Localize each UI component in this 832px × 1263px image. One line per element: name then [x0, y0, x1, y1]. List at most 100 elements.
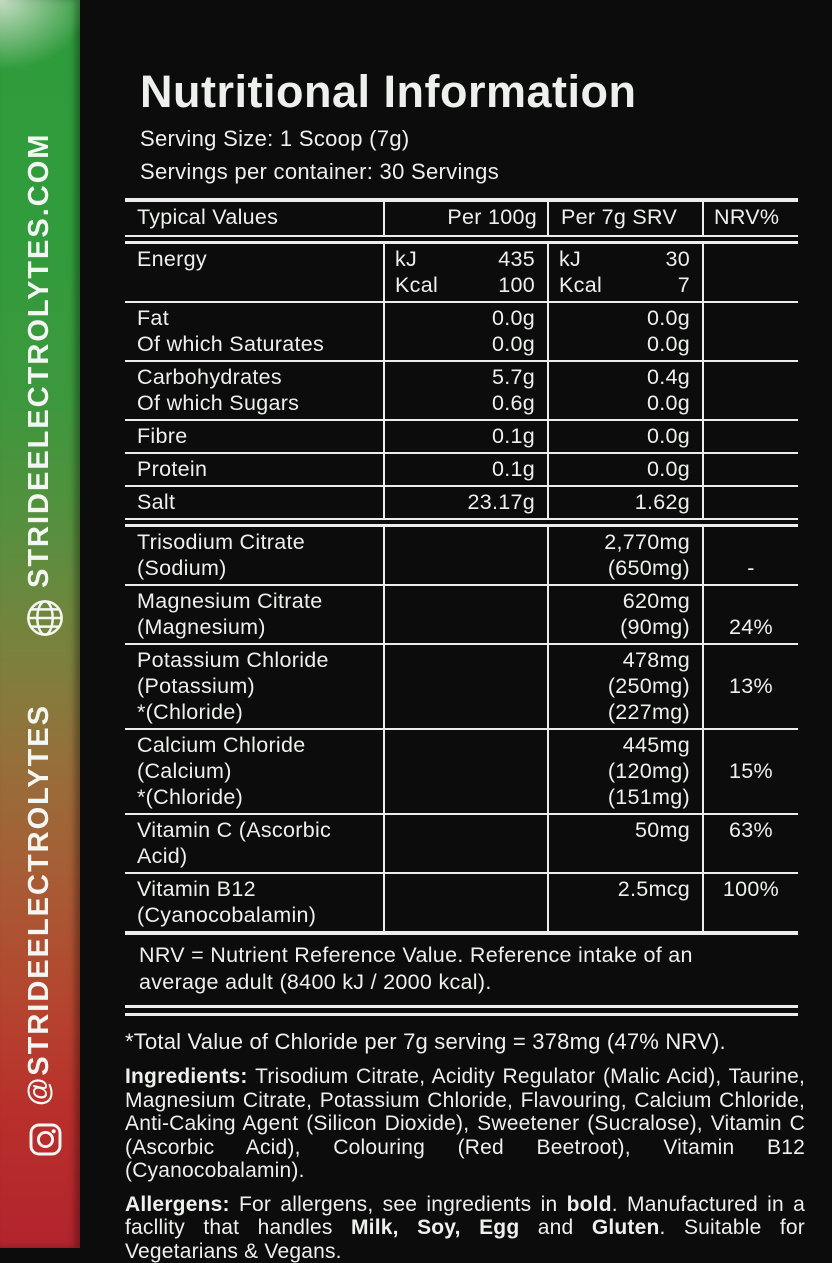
cell-per-100g: [383, 730, 547, 813]
cell-per-100g: [383, 874, 547, 931]
cell-nrv-percent: [702, 303, 798, 360]
nrv-value-line: [704, 529, 798, 555]
cell-per-7g-srv: 1.62g: [547, 487, 702, 518]
value-line: (650mg): [549, 555, 702, 581]
chloride-footnote: *Total Value of Chloride per 7g serving …: [125, 1029, 805, 1055]
header-per-7g-srv: Per 7g SRV: [547, 202, 702, 235]
value-line: 0.6g: [385, 390, 547, 416]
value-line: 0.0g: [549, 305, 702, 331]
cell-typical-values: Fibre: [125, 421, 383, 452]
value-line: 0.4g: [549, 364, 702, 390]
cell-nrv-percent: [702, 244, 798, 301]
value-line: 0.0g: [385, 331, 547, 357]
value-line: (227mg): [549, 699, 702, 725]
nrv-value-line: 13%: [704, 673, 798, 699]
nutrient-label-line: Magnesium Citrate: [125, 588, 383, 614]
cell-typical-values: Trisodium Citrate(Sodium): [125, 527, 383, 584]
value-line: 23.17g: [385, 489, 547, 515]
cell-nrv-percent: [702, 421, 798, 452]
value-line: 0.1g: [385, 423, 547, 449]
cell-nrv-percent: 63%: [702, 815, 798, 872]
cell-nrv-percent: 15%: [702, 730, 798, 813]
nutrient-label-line: Fibre: [125, 423, 383, 449]
value-line: 0.0g: [549, 423, 702, 449]
instagram-handle-vertical-text: @STRIDEELECTROLYTES: [23, 704, 56, 1106]
nrv-note-line: NRV = Nutrient Reference Value. Referenc…: [139, 942, 788, 969]
nrv-value-line: 24%: [704, 614, 798, 640]
cell-per-7g-srv: 478mg(250mg)(227mg): [547, 645, 702, 728]
brand-gradient-sidebar: STRIDEELECTROLYTES.COM @STRIDEELECTROLYT…: [0, 0, 80, 1248]
header-separator: [125, 235, 798, 244]
cell-per-7g-srv: 0.0g: [547, 454, 702, 485]
cell-typical-values: Vitamin B12(Cyanocobalamin): [125, 874, 383, 931]
nrv-note-line: average adult (8400 kJ / 2000 kcal).: [139, 969, 788, 996]
serving-size-text: Serving Size: 1 Scoop (7g): [140, 126, 805, 152]
value-line: (151mg): [549, 784, 702, 810]
nrv-value-line: 63%: [704, 817, 798, 843]
cell-per-100g: [383, 586, 547, 643]
page-title: Nutritional Information: [140, 66, 805, 118]
servings-per-container-text: Servings per container: 30 Servings: [140, 159, 805, 185]
nutrient-label-line: (Sodium): [125, 555, 383, 581]
nutrient-label-line: Of which Sugars: [125, 390, 383, 416]
nrv-value-line: [704, 732, 798, 758]
instagram-icon: [27, 1121, 64, 1158]
cell-typical-values: Magnesium Citrate(Magnesium): [125, 586, 383, 643]
value-line: (250mg): [549, 673, 702, 699]
nutrient-label-line: Energy: [125, 246, 383, 272]
nutrient-label-line: Vitamin C (Ascorbic: [125, 817, 383, 843]
value-line: 445mg: [549, 732, 702, 758]
cell-per-7g-srv: 0.0g: [547, 421, 702, 452]
cell-per-7g-srv: 620mg(90mg): [547, 586, 702, 643]
nrv-value-line: 100%: [704, 876, 798, 902]
website-url-vertical-text: STRIDEELECTROLYTES.COM: [23, 133, 56, 588]
cell-nrv-percent: [702, 362, 798, 419]
table-row: Magnesium Citrate(Magnesium)620mg(90mg) …: [125, 586, 798, 643]
cell-nrv-percent: -: [702, 527, 798, 584]
table-row: Calcium Chloride(Calcium)*(Chloride)445m…: [125, 730, 798, 813]
ingredients-paragraph: Ingredients: Trisodium Citrate, Acidity …: [125, 1065, 805, 1183]
cell-per-100g: [383, 527, 547, 584]
cell-nrv-percent: [702, 487, 798, 518]
value-line: 620mg: [549, 588, 702, 614]
nrv-value-line: [704, 647, 798, 673]
nutrient-label-line: Trisodium Citrate: [125, 529, 383, 555]
cell-typical-values: Protein: [125, 454, 383, 485]
value-line: 2.5mcg: [549, 876, 702, 902]
nutrient-label-line: Acid): [125, 843, 383, 869]
cell-per-100g: [383, 645, 547, 728]
nrv-value-line: -: [704, 555, 798, 581]
cell-per-100g: 0.1g: [383, 454, 547, 485]
globe-icon: [25, 598, 65, 638]
cell-typical-values: Salt: [125, 487, 383, 518]
cell-per-7g-srv: 2.5mcg: [547, 874, 702, 931]
cell-per-7g-srv: 50mg: [547, 815, 702, 872]
nrv-value-line: 15%: [704, 758, 798, 784]
cell-per-7g-srv: 445mg(120mg)(151mg): [547, 730, 702, 813]
allergens-paragraph: Allergens: For allergens, see ingredient…: [125, 1193, 805, 1263]
value-line: 1.62g: [549, 489, 702, 515]
table-row: Trisodium Citrate(Sodium)2,770mg(650mg) …: [125, 527, 798, 584]
cell-nrv-percent: 24%: [702, 586, 798, 643]
value-line: 0.0g: [385, 305, 547, 331]
value-line: 0.1g: [385, 456, 547, 482]
nutrient-label-line: (Magnesium): [125, 614, 383, 640]
value-line: (90mg): [549, 614, 702, 640]
nutrient-label-line: (Calcium): [125, 758, 383, 784]
cell-typical-values: Energy: [125, 244, 383, 301]
